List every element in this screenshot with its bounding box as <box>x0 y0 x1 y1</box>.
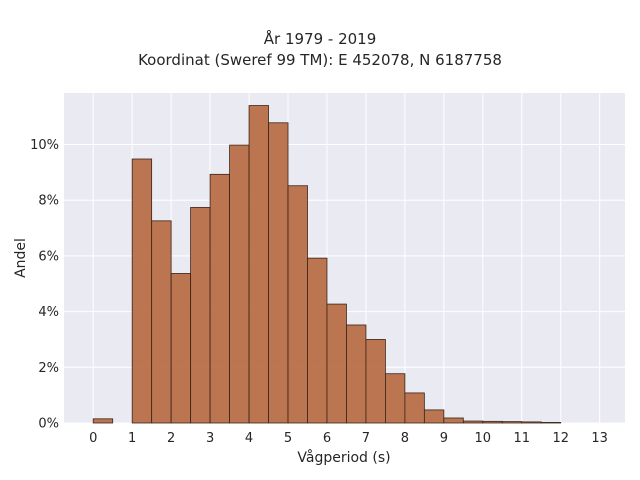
histogram-bar <box>501 421 523 424</box>
x-tick-label: 4 <box>245 431 253 446</box>
histogram-bar <box>248 105 269 424</box>
histogram-bar <box>326 303 347 424</box>
histogram-bar <box>268 122 289 424</box>
bars <box>92 105 562 424</box>
x-tick-label: 3 <box>206 431 214 446</box>
y-tick-label: 2% <box>38 361 59 376</box>
histogram-bar <box>462 420 484 424</box>
histogram-bar <box>385 373 406 424</box>
x-tick-label: 11 <box>513 431 530 446</box>
y-tick-label: 6% <box>38 249 59 264</box>
x-tick-label: 6 <box>323 431 331 446</box>
x-axis-ticks: 0 1 2 3 4 5 6 7 8 9 10 11 12 13 <box>89 431 608 446</box>
histogram-bar <box>151 220 172 424</box>
x-tick-label: 9 <box>440 431 448 446</box>
x-tick-label: 8 <box>401 431 409 446</box>
x-tick-label: 10 <box>475 431 492 446</box>
y-tick-label: 10% <box>30 138 59 153</box>
x-tick-label: 1 <box>128 431 136 446</box>
histogram-bar <box>540 422 562 424</box>
y-tick-label: 8% <box>38 194 59 209</box>
histogram-bar <box>131 158 153 424</box>
chart-subtitle: Koordinat (Sweref 99 TM): E 452078, N 61… <box>138 51 502 69</box>
y-axis-label: Andel <box>13 238 29 278</box>
x-axis-label: Vågperiod (s) <box>297 449 390 466</box>
y-tick-label: 0% <box>38 417 59 432</box>
x-tick-label: 0 <box>89 431 97 446</box>
chart-title: År 1979 - 2019 <box>263 30 377 48</box>
x-tick-label: 7 <box>362 431 370 446</box>
histogram-bar <box>423 409 445 424</box>
x-tick-label: 5 <box>284 431 292 446</box>
histogram-bar <box>307 257 328 424</box>
histogram-bar <box>92 418 114 424</box>
histogram-bar <box>404 392 425 424</box>
histogram-bar <box>209 173 230 424</box>
histogram-bar <box>346 324 367 424</box>
histogram-bar <box>190 207 211 424</box>
histogram-bar <box>229 144 250 424</box>
y-axis-ticks: 0% 2% 4% 6% 8% 10% <box>30 138 59 431</box>
y-tick-label: 4% <box>38 305 59 320</box>
histogram-bar <box>365 339 386 424</box>
histogram-bar <box>482 420 503 424</box>
histogram-bar <box>443 417 464 424</box>
histogram-bar <box>170 273 192 424</box>
x-tick-label: 13 <box>591 431 608 446</box>
histogram-bar <box>287 185 308 424</box>
histogram-bar <box>521 421 542 424</box>
x-tick-label: 12 <box>552 431 569 446</box>
x-tick-label: 2 <box>167 431 175 446</box>
